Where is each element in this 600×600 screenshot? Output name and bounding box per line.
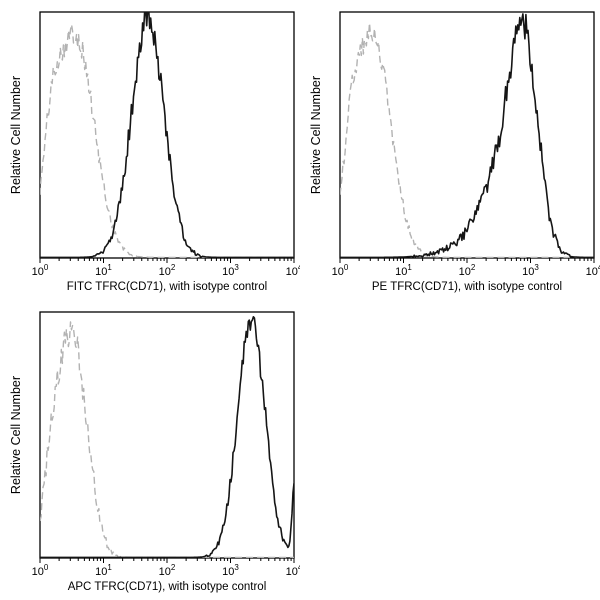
y-axis-label-pe: Relative Cell Number: [309, 75, 323, 195]
plot-frame: [339, 11, 595, 259]
y-axis-label-apc: Relative Cell Number: [9, 375, 23, 495]
flow-histogram-fitc: 100 101 102 103 104 Relative Cell Number FIT…: [0, 0, 300, 300]
plot-area-apc: 100 101 102 103 104: [32, 311, 300, 578]
x-axis-label-fitc: FITC TFRC(CD71), with isotype control: [66, 281, 268, 293]
curve-antibody: [40, 316, 294, 558]
x-tick-label: 102: [159, 563, 176, 578]
x-tick-label: 103: [222, 263, 239, 278]
x-tick-label: 104: [586, 263, 600, 278]
x-tick-label: 104: [286, 563, 300, 578]
x-tick-label: 102: [159, 263, 176, 278]
x-tick-label: 102: [459, 263, 476, 278]
x-tick-label: 103: [522, 263, 539, 278]
curve-isotype-control: [340, 22, 594, 258]
x-tick-label: 101: [95, 263, 112, 278]
curve-antibody: [40, 12, 294, 258]
flow-histogram-pe: 100 101 102 103 104 Relative Cell Number PE …: [300, 0, 600, 300]
y-axis-label-fitc: Relative Cell Number: [9, 75, 23, 195]
x-tick-label: 104: [286, 263, 300, 278]
x-tick-label: 100: [32, 263, 49, 278]
plot-area-pe: 100 101 102 103 104: [332, 11, 600, 278]
x-tick-label: 103: [222, 563, 239, 578]
x-axis-label-pe: PE TFRC(CD71), with isotype control: [371, 281, 563, 293]
x-tick-label: 101: [395, 263, 412, 278]
x-tick-label: 100: [332, 263, 349, 278]
curve-isotype-control: [40, 321, 294, 558]
x-axis-label-apc: APC TFRC(CD71), with isotype control: [67, 581, 267, 593]
x-tick-label: 100: [32, 563, 49, 578]
curve-antibody: [340, 13, 594, 258]
plot-area-fitc: 100 101 102 103 104: [32, 11, 300, 278]
flow-histogram-apc: 100 101 102 103 104 Relative Cell Number APC…: [0, 300, 300, 600]
plot-frame: [39, 311, 295, 559]
x-tick-label: 101: [95, 563, 112, 578]
